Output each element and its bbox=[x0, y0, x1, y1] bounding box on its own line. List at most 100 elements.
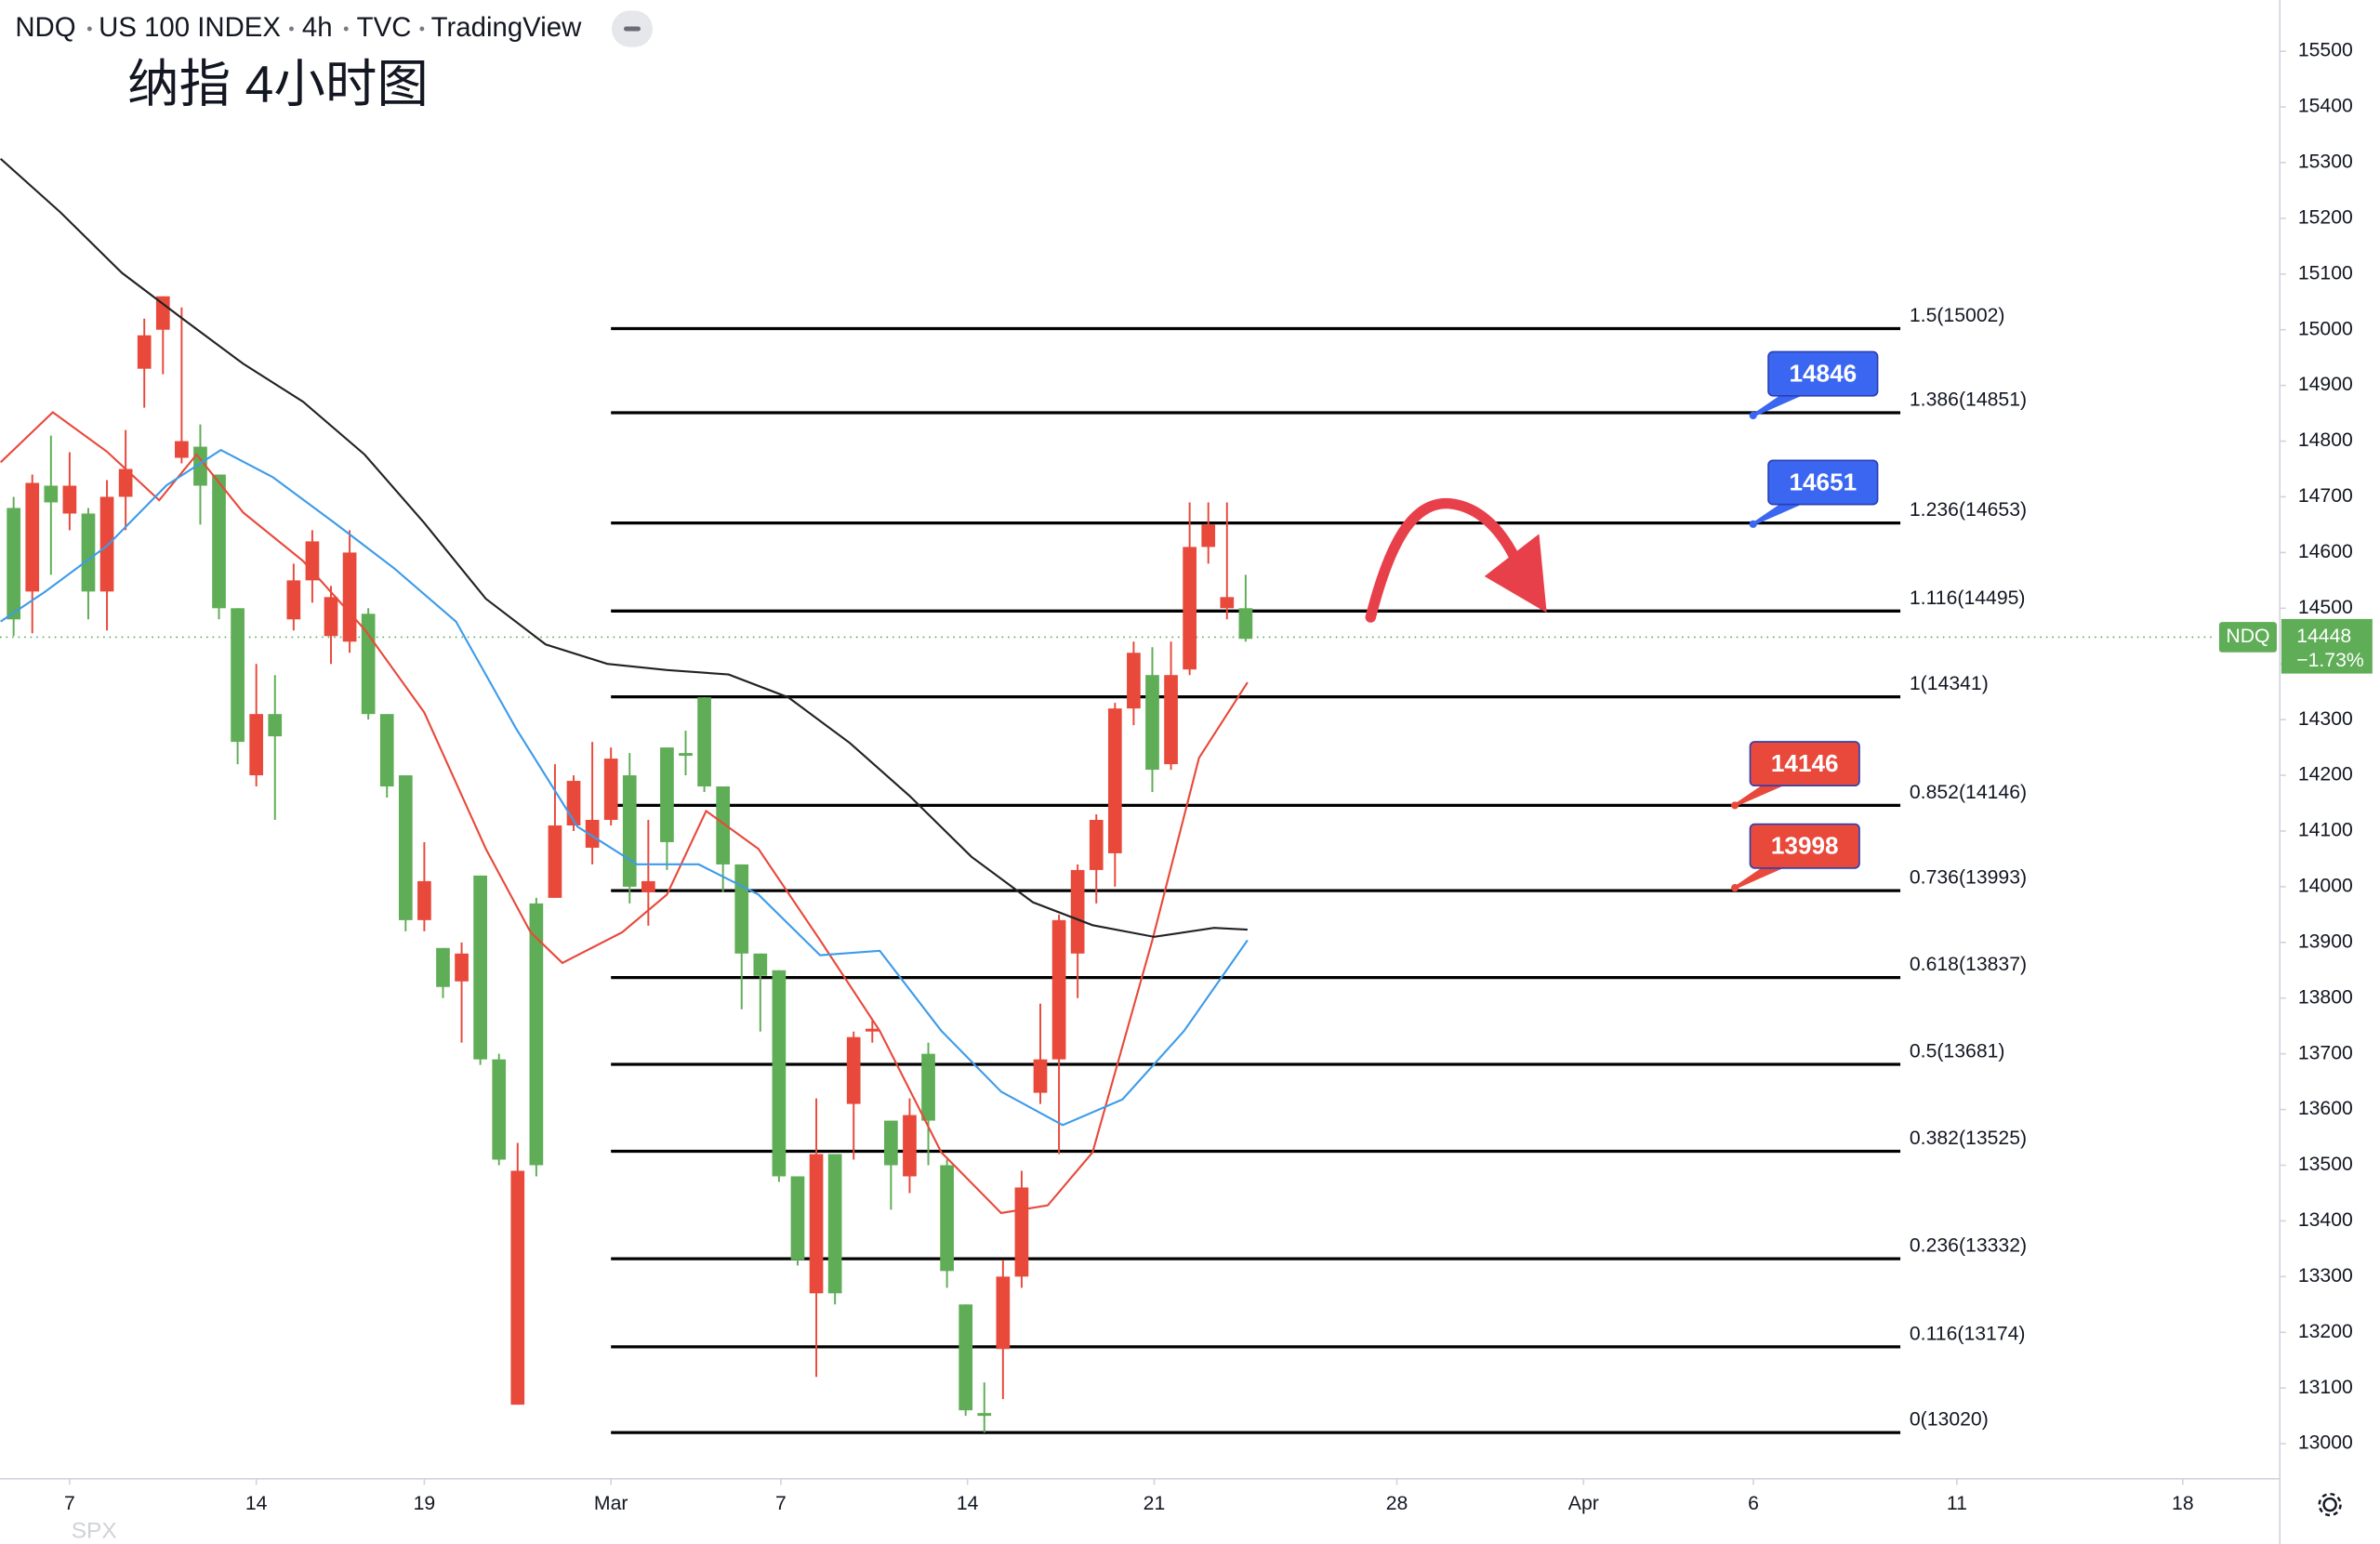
candle-body bbox=[324, 597, 338, 637]
candle-body bbox=[1201, 524, 1216, 548]
x-tick-label: 18 bbox=[2172, 1493, 2194, 1514]
candle-body bbox=[1014, 1187, 1029, 1277]
candle-body bbox=[212, 474, 226, 609]
candle-body bbox=[249, 714, 264, 776]
y-tick-label: 14600 bbox=[2298, 541, 2353, 562]
candle-body bbox=[529, 903, 544, 1166]
candle-body bbox=[379, 714, 394, 787]
candle-body bbox=[62, 485, 77, 514]
x-tick-label: 14 bbox=[957, 1493, 979, 1514]
y-tick-label: 15000 bbox=[2298, 318, 2353, 339]
x-tick-label: 6 bbox=[1748, 1493, 1759, 1514]
y-tick-label: 13400 bbox=[2298, 1209, 2353, 1231]
candle-body bbox=[436, 947, 450, 987]
collapse-icon bbox=[624, 26, 641, 32]
y-tick-label: 14900 bbox=[2298, 374, 2353, 395]
candle-body bbox=[1127, 653, 1141, 709]
y-tick-label: 13800 bbox=[2298, 986, 2353, 1008]
candle-body bbox=[1220, 597, 1235, 609]
moving-average bbox=[0, 411, 1249, 1215]
callout-box bbox=[1749, 823, 1860, 869]
y-tick-label: 13600 bbox=[2298, 1098, 2353, 1119]
fib-label: 0.736(13993) bbox=[1910, 867, 2027, 889]
candle-body bbox=[1051, 919, 1066, 1060]
candle-body bbox=[977, 1413, 992, 1417]
separator bbox=[419, 26, 425, 32]
y-tick-label: 15500 bbox=[2298, 40, 2353, 61]
candle-body bbox=[1145, 675, 1159, 771]
candle-body bbox=[827, 1154, 842, 1294]
y-tick-label: 14700 bbox=[2298, 485, 2353, 507]
price-tag-symbol-box bbox=[2218, 622, 2277, 653]
candle-body bbox=[548, 825, 562, 898]
candle-body bbox=[753, 953, 768, 976]
callout-box bbox=[1767, 459, 1879, 506]
y-tick-label: 14300 bbox=[2298, 708, 2353, 730]
y-tick-label: 14500 bbox=[2298, 597, 2353, 618]
symbol-name: US 100 INDEX bbox=[99, 12, 281, 43]
candle-body bbox=[921, 1053, 935, 1121]
price-tag-value: 14448 bbox=[2296, 626, 2351, 647]
candle-body bbox=[286, 580, 301, 620]
candle-body bbox=[25, 482, 40, 592]
separator bbox=[289, 26, 294, 32]
callout-label: 14146 bbox=[1771, 749, 1839, 777]
x-tick-label: Apr bbox=[1568, 1493, 1599, 1514]
candle-body bbox=[585, 820, 600, 848]
x-tick-label: 19 bbox=[414, 1493, 436, 1514]
callout-label: 13998 bbox=[1771, 832, 1839, 860]
price-tag-box bbox=[2281, 618, 2373, 674]
candle-body bbox=[44, 485, 59, 503]
annotation-arrow bbox=[1365, 497, 1524, 623]
fib-label: 0.5(13681) bbox=[1910, 1041, 2005, 1062]
separator bbox=[343, 26, 349, 32]
candle-body bbox=[155, 296, 170, 330]
callout-anchor bbox=[1749, 411, 1757, 420]
y-tick-label: 15100 bbox=[2298, 262, 2353, 284]
separator bbox=[86, 26, 92, 32]
chart-title: 纳指 4小时图 bbox=[127, 55, 429, 112]
candle-body bbox=[398, 775, 413, 920]
candle-body bbox=[99, 496, 114, 592]
candle-body bbox=[175, 441, 189, 458]
candle-body bbox=[959, 1304, 973, 1411]
y-tick-label: 14200 bbox=[2298, 764, 2353, 785]
callout-anchor bbox=[1731, 884, 1739, 892]
header: NDQ US 100 INDEX 4h TVC TradingView bbox=[15, 10, 654, 47]
candle-body bbox=[790, 1176, 805, 1260]
settings-icon[interactable] bbox=[2318, 1492, 2342, 1517]
candle-body bbox=[1183, 547, 1197, 670]
candle-body bbox=[231, 608, 245, 743]
candle-body bbox=[342, 552, 357, 642]
candle-body bbox=[118, 468, 133, 497]
y-tick-label: 13000 bbox=[2298, 1432, 2353, 1454]
candle-body bbox=[603, 759, 618, 821]
fib-label: 0.618(13837) bbox=[1910, 954, 2027, 975]
candle-body bbox=[492, 1059, 507, 1160]
x-tick-label: 14 bbox=[245, 1493, 268, 1514]
source: TVC bbox=[357, 12, 412, 43]
callout-anchor bbox=[1731, 801, 1739, 810]
fib-label: 1.236(14653) bbox=[1910, 499, 2027, 521]
x-tick-label: 21 bbox=[1144, 1493, 1166, 1514]
plot bbox=[0, 158, 2216, 1434]
fib-label: 0.852(14146) bbox=[1910, 782, 2027, 803]
fib-label: 0.236(13332) bbox=[1910, 1235, 2027, 1257]
price-tag-symbol: NDQ bbox=[2226, 626, 2269, 647]
candle-body bbox=[734, 864, 749, 954]
callout-label: 14651 bbox=[1790, 468, 1858, 495]
candle-body bbox=[417, 880, 431, 920]
candle-body bbox=[7, 508, 21, 620]
y-tick-label: 15300 bbox=[2298, 152, 2353, 173]
y-tick-label: 13700 bbox=[2298, 1042, 2353, 1063]
moving-average bbox=[0, 448, 1249, 1127]
y-tick-label: 14000 bbox=[2298, 876, 2353, 897]
y-tick-label: 13900 bbox=[2298, 930, 2353, 952]
annotation-arrowhead bbox=[1484, 534, 1547, 614]
watermark: SPX bbox=[72, 1518, 117, 1543]
candle-body bbox=[137, 335, 152, 369]
candle-body bbox=[772, 970, 787, 1177]
y-tick-label: 15400 bbox=[2298, 96, 2353, 117]
